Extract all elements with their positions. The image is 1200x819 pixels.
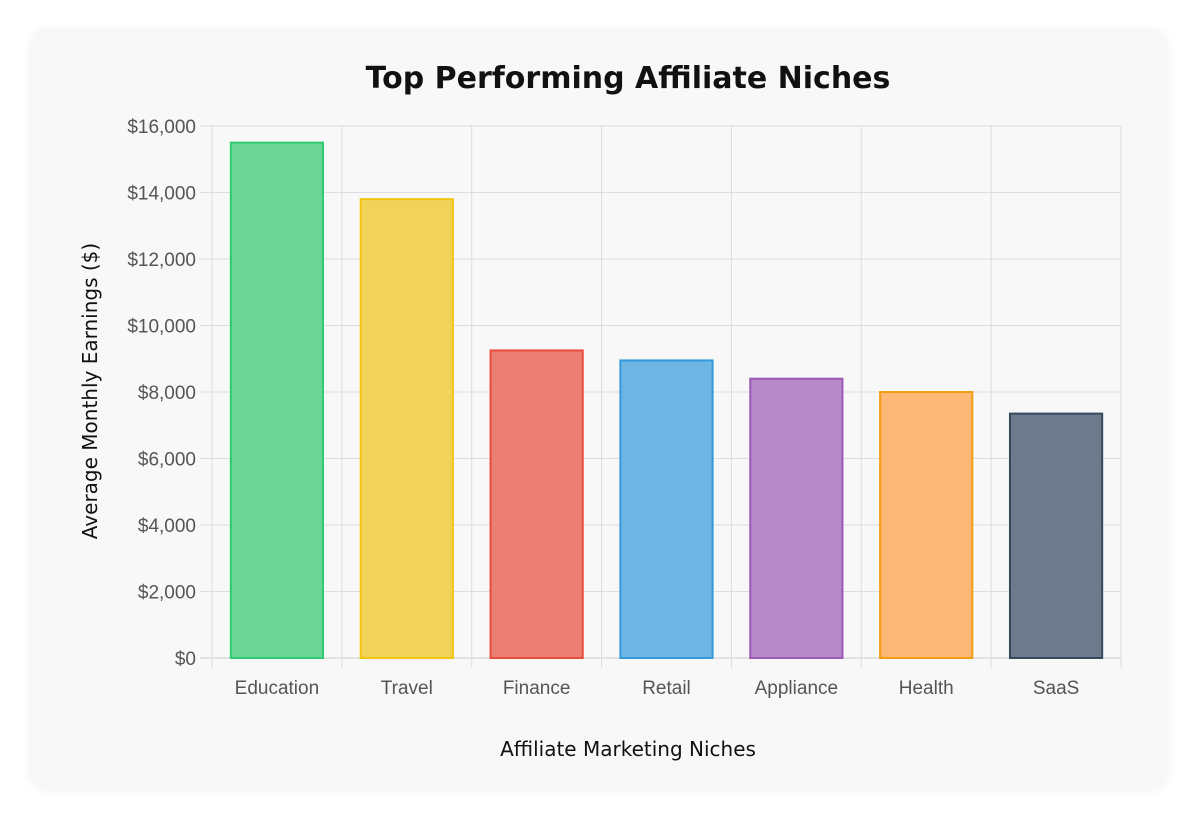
bar-retail[interactable] <box>619 359 714 659</box>
bar-finance[interactable] <box>489 349 584 659</box>
bar-education[interactable] <box>229 141 325 659</box>
y-tick-label: $6,000 <box>138 450 196 471</box>
x-axis-ticks: Education Travel Finance Retail Appliance Hea… <box>235 678 1080 699</box>
y-axis-ticks: $0 $2,000 $4,000 $6,000 $8,000 $10,000 $12,000… <box>127 117 196 670</box>
x-tick-label: Retail <box>642 678 691 699</box>
y-tick-label: $10,000 <box>127 317 196 338</box>
x-tick-label: Education <box>235 678 320 699</box>
chart-title: Top Performing Affiliate Niches <box>366 61 891 96</box>
x-tick-label: Health <box>899 678 954 699</box>
y-axis-label: Average Monthly Earnings ($) <box>78 243 102 539</box>
x-axis-label: Affiliate Marketing Niches <box>500 737 756 761</box>
bars <box>229 141 1104 659</box>
bar-travel[interactable] <box>359 198 454 659</box>
bar-appliance[interactable] <box>749 377 844 659</box>
x-tick-label: Appliance <box>755 678 838 699</box>
y-tick-label: $12,000 <box>127 250 196 271</box>
x-tick-label: Finance <box>503 678 571 699</box>
x-tick-label: SaaS <box>1033 678 1079 699</box>
x-tick-label: Travel <box>381 678 433 699</box>
bar-health[interactable] <box>879 391 974 659</box>
bar-saas[interactable] <box>1008 412 1104 659</box>
y-tick-label: $8,000 <box>138 383 196 404</box>
y-tick-label: $4,000 <box>138 516 196 537</box>
y-tick-label: $14,000 <box>127 184 196 205</box>
y-tick-label: $2,000 <box>138 583 196 604</box>
y-tick-label: $16,000 <box>127 117 196 138</box>
y-tick-label: $0 <box>175 649 196 670</box>
chart-card <box>30 28 1168 788</box>
